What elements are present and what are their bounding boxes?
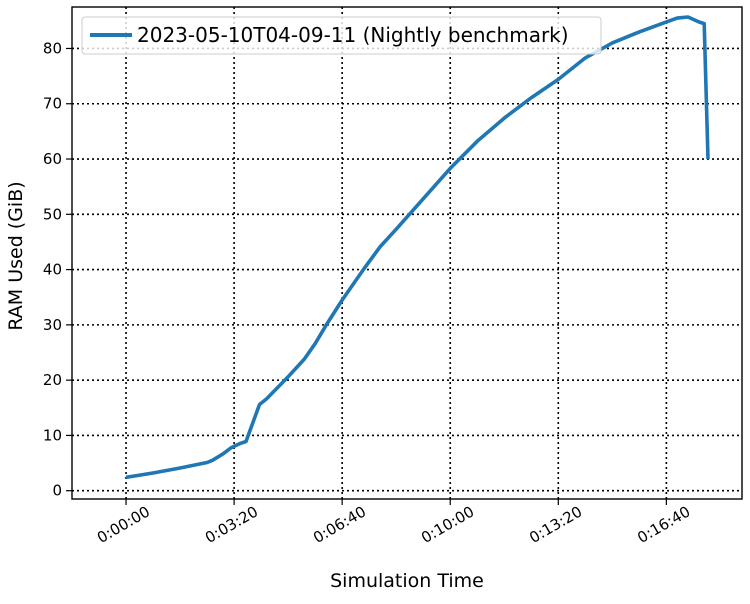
x-tick-label: 0:06:40 [310, 502, 369, 547]
y-tick-label: 10 [43, 426, 62, 444]
series-line [125, 15, 710, 480]
y-tick-label: 0 [52, 482, 62, 500]
x-tick-label: 0:16:40 [634, 502, 693, 547]
y-tick-label: 20 [43, 371, 62, 389]
x-axis-label: Simulation Time [330, 570, 484, 592]
y-tick-label: 60 [43, 150, 62, 168]
grid-layer [72, 7, 742, 499]
y-tick-label: 50 [43, 205, 62, 223]
y-tick-label: 30 [43, 316, 62, 334]
y-tick-label: 80 [43, 39, 62, 57]
x-tick-label: 0:13:20 [526, 502, 585, 547]
legend-label: 2023-05-10T04-09-11 (Nightly benchmark) [137, 23, 569, 47]
legend-box [81, 16, 602, 55]
tick-layer: 0:00:00 0:03:20 0:06:40 0:10:00 0:13:20 0:16:… [43, 39, 693, 546]
plot-frame [71, 6, 743, 500]
x-tick-label: 0:03:20 [202, 502, 261, 547]
y-tick-label: 40 [43, 261, 62, 279]
x-tick-label: 0:00:00 [94, 502, 153, 547]
x-tick-label: 0:10:00 [418, 502, 477, 547]
legend: 2023-05-10T04-09-11 (Nightly benchmark) [81, 16, 602, 55]
y-tick-label: 70 [43, 95, 62, 113]
y-axis-label: RAM Used (GiB) [5, 181, 27, 330]
series-layer [125, 15, 710, 480]
